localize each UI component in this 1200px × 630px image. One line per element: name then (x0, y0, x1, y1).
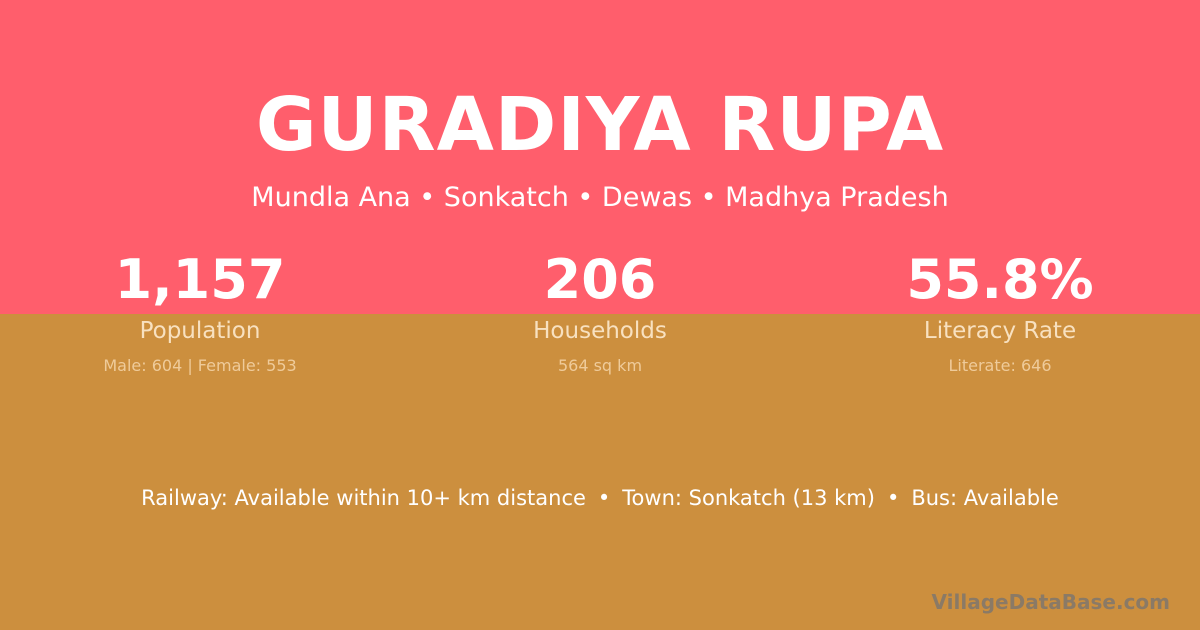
stat-detail: 564 sq km (557, 356, 643, 375)
header-band (0, 0, 1200, 314)
bus-info: Bus: Available (911, 486, 1059, 510)
stat-value: 55.8% (906, 248, 1094, 311)
stat-literacy: 55.8% Literacy Rate Literate: 646 (800, 248, 1200, 375)
location-breadcrumb: Mundla Ana • Sonkatch • Dewas • Madhya P… (251, 182, 949, 213)
stat-value: 1,157 (114, 248, 286, 311)
connectivity-info: Railway: Available within 10+ km distanc… (0, 486, 1200, 510)
railway-info: Railway: Available within 10+ km distanc… (141, 486, 586, 510)
separator: • (886, 486, 900, 510)
separator: • (597, 486, 611, 510)
village-title: GURADIYA RUPA (255, 82, 945, 168)
stat-detail: Literate: 646 (948, 356, 1052, 375)
stat-detail: Male: 604 | Female: 553 (103, 356, 297, 375)
stat-label: Population (139, 318, 261, 344)
stat-value: 206 (543, 248, 657, 311)
town-info: Town: Sonkatch (13 km) (622, 486, 875, 510)
brand-watermark: VillageDataBase.com (931, 590, 1170, 614)
stat-households: 206 Households 564 sq km (400, 248, 800, 375)
stat-label: Households (533, 318, 667, 344)
stat-label: Literacy Rate (923, 318, 1077, 344)
stat-population: 1,157 Population Male: 604 | Female: 553 (0, 248, 400, 375)
